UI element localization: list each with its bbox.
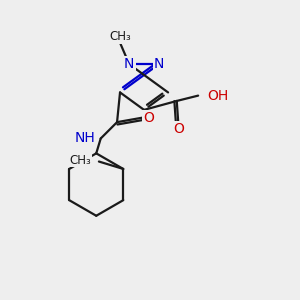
Text: O: O — [173, 122, 184, 136]
Text: CH₃: CH₃ — [110, 30, 131, 43]
Text: CH₃: CH₃ — [70, 154, 92, 166]
Text: N: N — [124, 57, 134, 71]
Text: OH: OH — [208, 88, 229, 103]
Text: N: N — [154, 57, 164, 71]
Text: O: O — [143, 111, 154, 125]
Text: NH: NH — [75, 131, 95, 146]
